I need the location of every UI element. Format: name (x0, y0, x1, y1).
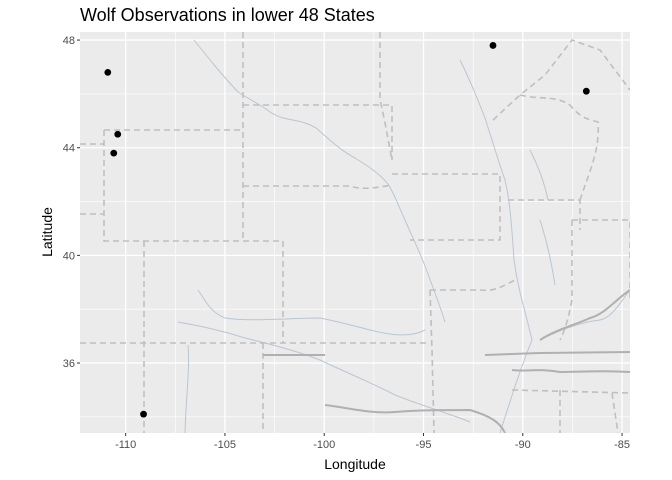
border-segment (484, 351, 630, 356)
boundary (492, 39, 630, 121)
observation-point (582, 87, 590, 95)
boundary (559, 220, 573, 341)
rio-grande (184, 344, 190, 433)
rivers (177, 39, 630, 433)
y-tick-label: 40 (63, 250, 75, 262)
arkansas-river (177, 321, 471, 423)
boundary (103, 130, 284, 343)
x-tick-label: -90 (515, 439, 531, 451)
x-tick-label: -105 (214, 439, 236, 451)
y-axis: 36 40 44 48 (63, 35, 80, 370)
x-axis: -110 -105 -100 -95 -90 -85 (115, 433, 630, 451)
chart-title: Wolf Observations in lower 48 States (80, 5, 375, 25)
observation-point (104, 68, 112, 76)
y-tick-label: 44 (63, 143, 75, 155)
state-boundaries (80, 32, 630, 433)
plot-panel-background (80, 32, 630, 433)
boundary (519, 94, 600, 201)
boundary (379, 32, 393, 161)
y-tick-label: 36 (63, 358, 75, 370)
observation-points (104, 42, 590, 418)
major-gridlines (80, 32, 630, 433)
x-tick-label: -95 (416, 439, 432, 451)
y-axis-title: Latitude (39, 207, 55, 257)
x-tick-label: -100 (313, 439, 335, 451)
wisconsin-river (529, 149, 549, 201)
border-segment (324, 404, 506, 433)
y-tick-label: 48 (63, 35, 75, 47)
solid-borders (263, 289, 630, 433)
x-tick-label: -110 (115, 439, 136, 451)
mississippi-river (459, 59, 533, 433)
observation-point (114, 130, 122, 138)
x-tick-label: -85 (614, 439, 630, 451)
boundary (430, 279, 516, 292)
illinois-river (539, 219, 556, 286)
boundary (429, 289, 435, 433)
boundary (611, 392, 619, 433)
border-segment (539, 289, 630, 341)
boundary (243, 104, 393, 160)
observation-point (489, 42, 497, 49)
platte-river (197, 289, 426, 336)
observation-point (140, 410, 147, 418)
border-segment (511, 369, 630, 374)
observation-point (110, 149, 118, 157)
boundary (243, 184, 393, 190)
x-axis-title: Longitude (324, 456, 386, 472)
map-layer (80, 32, 630, 433)
missouri-river (193, 39, 446, 323)
boundary (392, 173, 501, 241)
